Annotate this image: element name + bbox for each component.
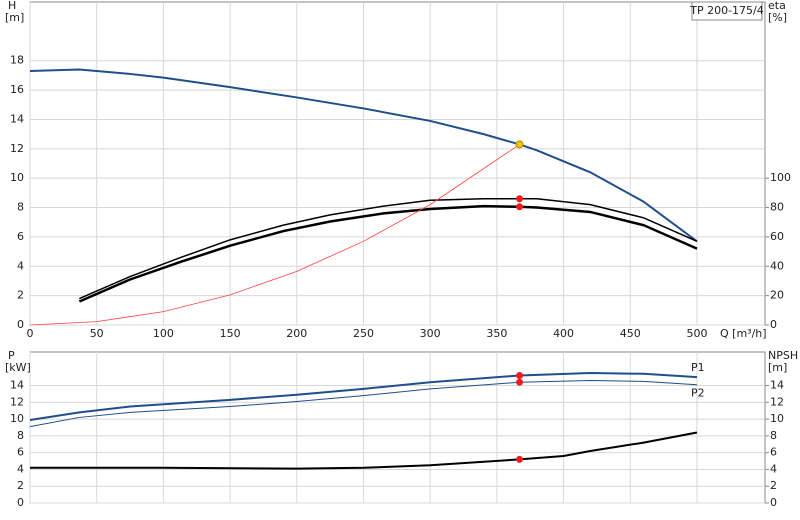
y-tick-label: 8 [17,429,24,442]
y-tick-label: 6 [17,446,24,459]
y2-tick-label: 80 [770,201,784,214]
x-tick-label: 500 [686,327,707,340]
curve [29,144,520,326]
operating-point [516,203,524,211]
y-tick-label: 14 [10,112,24,125]
y2-axis-unit: [m] [768,361,787,374]
x-tick-label: 100 [153,327,174,340]
y-axis-unit: [kW] [5,361,31,374]
y2-tick-label: 4 [770,462,777,475]
x-tick-label: 400 [553,327,574,340]
y2-tick-label: 10 [770,412,784,425]
y2-tick-label: 6 [770,446,777,459]
curve [29,371,698,421]
y-tick-label: 6 [17,230,24,243]
y-tick-label: 4 [17,259,24,272]
y2-tick-label: 12 [770,395,784,408]
y2-axis-label: NPSH [768,349,798,362]
curve [29,380,698,428]
x-tick-label: 250 [353,327,374,340]
y-tick-label: 0 [17,496,24,509]
curve-label: P2 [691,387,705,400]
y-axis-label: H [8,0,16,12]
x-tick-label: 50 [90,327,104,340]
y2-axis-label: eta [768,0,786,12]
y-tick-label: 10 [10,412,24,425]
operating-point [516,195,524,203]
y-tick-label: 12 [10,142,24,155]
curve [78,204,698,303]
y2-tick-label: 60 [770,230,784,243]
y-tick-label: 8 [17,201,24,214]
y-axis-unit: [m] [5,11,24,24]
y-tick-label: 10 [10,171,24,184]
y-tick-label: 2 [17,289,24,302]
y-tick-label: 18 [10,54,24,67]
y2-tick-label: 14 [770,379,784,392]
operating-point [516,455,524,463]
curve-label: P1 [691,361,705,374]
x-tick-label: 150 [220,327,241,340]
curve [30,431,698,470]
y-tick-label: 4 [17,462,24,475]
y2-axis-unit: [%] [768,11,787,24]
y-tick-label: 16 [10,83,24,96]
operating-point [516,378,524,386]
x-tick-label: 300 [420,327,441,340]
x-tick-label: 450 [620,327,641,340]
y-tick-label: 2 [17,479,24,492]
y2-tick-label: 8 [770,429,777,442]
x-axis-label: Q [m³/h] [720,327,767,340]
y2-tick-label: 0 [770,496,777,509]
title-box [691,1,763,21]
y-axis-label: P [8,349,15,362]
x-tick-label: 200 [286,327,307,340]
operating-point [516,371,524,379]
y2-tick-label: 2 [770,479,777,492]
y2-tick-label: 40 [770,259,784,272]
curve [29,68,698,243]
y-tick-label: 14 [10,379,24,392]
x-tick-label: 0 [27,327,34,340]
y-tick-label: 12 [10,395,24,408]
curve [79,197,698,300]
y2-tick-label: 100 [770,171,791,184]
y-tick-label: 0 [17,318,24,331]
x-tick-label: 350 [486,327,507,340]
y2-tick-label: 20 [770,289,784,302]
chart-title: TP 200-175/4 [689,4,764,17]
y2-tick-label: 0 [770,318,777,331]
operating-point [515,140,524,149]
